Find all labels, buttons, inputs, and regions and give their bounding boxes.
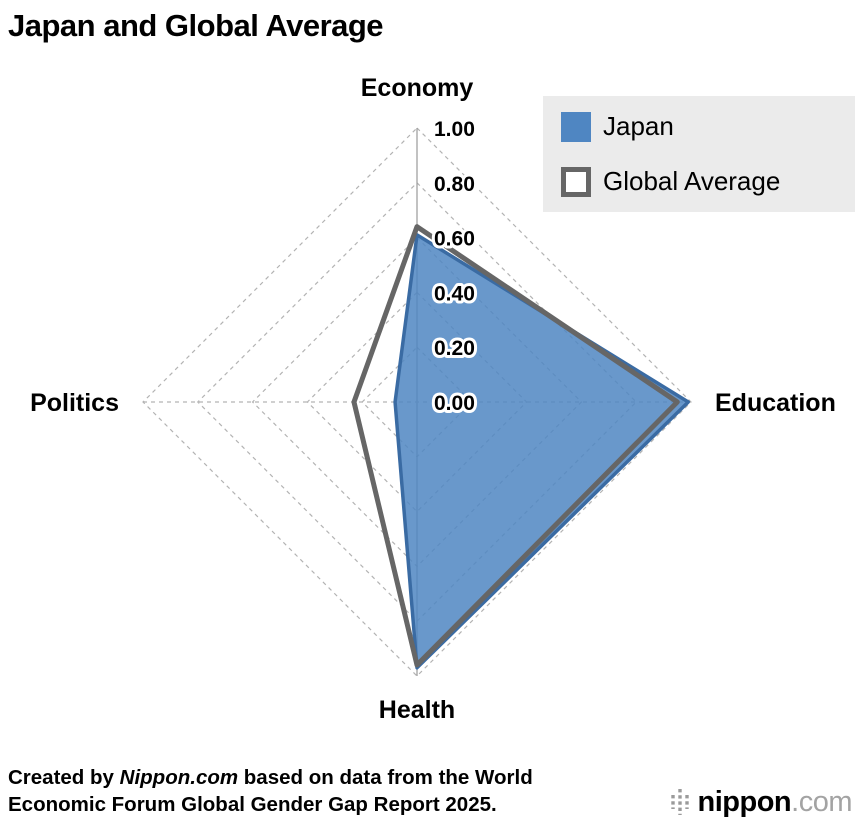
logo-brand-text: nippon [697,785,792,818]
axis-label-health: Health [379,696,455,724]
radial-tick-label: 0.20 [434,337,475,360]
source-caption: Created by Nippon.com based on data from… [8,764,533,818]
axis-label-education: Education [715,389,836,417]
axis-label-politics: Politics [30,389,119,417]
legend-item-japan: Japan [561,111,837,142]
legend-item-global-average: Global Average [561,166,837,197]
global-average-series-polygon [351,224,680,668]
axis-label-economy: Economy [361,74,474,102]
nippon-com-logo: nippon.com [669,784,852,820]
radial-tick-label: 0.80 [434,173,475,196]
caption-line-2: Economic Forum Global Gender Gap Report … [8,793,497,817]
caption-line-1: Created by Nippon.com based on data from… [8,766,533,789]
radial-tick-label: 0.60 [434,228,475,251]
japan-series-swatch [561,111,591,142]
legend-label-japan: Japan [603,111,674,141]
radial-tick-label: 1.00 [434,118,475,141]
radial-tick-label: 0.00 [434,392,475,415]
radial-tick-label: 0.40 [434,282,475,305]
legend-label-global-average: Global Average [603,166,781,196]
nippon-logo-bars-icon [670,789,689,815]
grid-ring [142,127,692,677]
logo-tld-text: .com [791,785,852,818]
page-title: Japan and Global Average [8,8,384,43]
global-average-series-swatch [561,166,591,197]
chart-legend: Japan Global Average [543,96,855,212]
